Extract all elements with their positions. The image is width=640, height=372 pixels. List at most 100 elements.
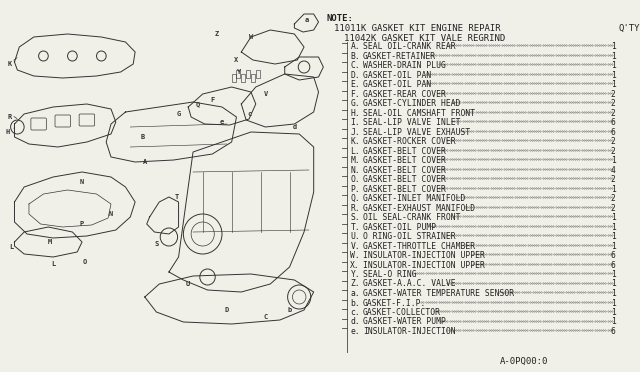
Text: B.: B. <box>350 51 360 61</box>
Text: B: B <box>141 134 145 140</box>
Text: N: N <box>109 211 113 217</box>
Text: P: P <box>80 221 84 227</box>
Text: INSULATOR-INJECTION UPPER: INSULATOR-INJECTION UPPER <box>363 260 484 269</box>
Text: NOTE:: NOTE: <box>326 14 353 23</box>
Text: L: L <box>10 244 13 250</box>
Text: a.: a. <box>350 289 360 298</box>
Text: T: T <box>175 194 179 200</box>
Text: 1: 1 <box>611 289 616 298</box>
Text: GASKET-WATER PUMP: GASKET-WATER PUMP <box>363 317 446 327</box>
Text: 2: 2 <box>611 203 616 212</box>
Text: A.: A. <box>350 42 360 51</box>
Text: X: X <box>234 57 239 63</box>
Text: M: M <box>48 239 52 245</box>
Text: GASKET-EXHAUST MANIFOLD: GASKET-EXHAUST MANIFOLD <box>363 203 475 212</box>
Text: O.: O. <box>350 175 360 184</box>
Text: 6: 6 <box>611 327 616 336</box>
Text: c.: c. <box>350 308 360 317</box>
Text: F: F <box>210 97 214 103</box>
Bar <box>236 70 241 78</box>
Text: d.: d. <box>350 317 360 327</box>
Text: GASKET-A.A.C. VALVE: GASKET-A.A.C. VALVE <box>363 279 456 289</box>
Text: 1: 1 <box>611 185 616 193</box>
Text: H: H <box>6 129 10 135</box>
Text: M.: M. <box>350 156 360 165</box>
Text: GASKET-OIL PUMP: GASKET-OIL PUMP <box>363 222 436 231</box>
Text: T.: T. <box>350 222 360 231</box>
Text: 1: 1 <box>611 213 616 222</box>
Text: 1: 1 <box>611 270 616 279</box>
Text: GASKET-OIL PAN: GASKET-OIL PAN <box>363 80 431 89</box>
Text: E.: E. <box>350 80 360 89</box>
Text: 2: 2 <box>611 137 616 146</box>
Text: GASKET-REAR COVER: GASKET-REAR COVER <box>363 90 446 99</box>
Text: N.: N. <box>350 166 360 174</box>
Text: OIL SEAL-CRANK FRONT: OIL SEAL-CRANK FRONT <box>363 213 460 222</box>
Text: GASKET-INLET MANIFOLD: GASKET-INLET MANIFOLD <box>363 194 465 203</box>
Text: SEAL OIL-CRANK REAR: SEAL OIL-CRANK REAR <box>363 42 456 51</box>
Text: 2: 2 <box>611 99 616 108</box>
Text: R.: R. <box>350 203 360 212</box>
Text: Q: Q <box>196 101 200 107</box>
Text: Y: Y <box>237 69 241 75</box>
Text: 2: 2 <box>611 147 616 155</box>
Text: WASHER-DRAIN PLUG: WASHER-DRAIN PLUG <box>363 61 446 70</box>
Text: GASKET-ROCKER COVER: GASKET-ROCKER COVER <box>363 137 456 146</box>
Text: SEAL-LIP VALVE EXHAUST: SEAL-LIP VALVE EXHAUST <box>363 128 470 137</box>
Text: GASKET-BELT COVER: GASKET-BELT COVER <box>363 166 446 174</box>
Text: X.: X. <box>350 260 360 269</box>
Bar <box>232 74 236 82</box>
Text: 1: 1 <box>611 298 616 308</box>
Text: 11042K GASKET KIT VALE REGRIND: 11042K GASKET KIT VALE REGRIND <box>344 34 505 43</box>
Text: V.: V. <box>350 241 360 250</box>
Text: I.: I. <box>350 118 360 127</box>
Text: GASKET-BELT COVER: GASKET-BELT COVER <box>363 156 446 165</box>
Text: GASKET-THROTTLE CHAMBER: GASKET-THROTTLE CHAMBER <box>363 241 475 250</box>
Text: 6: 6 <box>611 260 616 269</box>
Text: Y.: Y. <box>350 270 360 279</box>
Text: J.: J. <box>350 128 360 137</box>
Text: V: V <box>263 91 268 97</box>
Text: C: C <box>263 314 268 320</box>
Text: 2: 2 <box>611 109 616 118</box>
Text: 4: 4 <box>611 166 616 174</box>
Text: 1: 1 <box>611 156 616 165</box>
Text: SEAL-LIP VALVE INLET: SEAL-LIP VALVE INLET <box>363 118 460 127</box>
Text: 1: 1 <box>611 80 616 89</box>
Text: 6: 6 <box>611 118 616 127</box>
Text: GASKET-OIL PAN: GASKET-OIL PAN <box>363 71 431 80</box>
Text: GASKET-RETAINER: GASKET-RETAINER <box>363 51 436 61</box>
Text: 1: 1 <box>611 61 616 70</box>
Text: G: G <box>177 111 180 117</box>
Text: A: A <box>143 159 147 165</box>
Text: 2: 2 <box>611 175 616 184</box>
Text: O RING-OIL STRAINER: O RING-OIL STRAINER <box>363 232 456 241</box>
Text: 2: 2 <box>611 194 616 203</box>
Bar <box>241 74 245 82</box>
Text: 1: 1 <box>611 308 616 317</box>
Text: a: a <box>305 17 309 23</box>
Text: 1: 1 <box>611 241 616 250</box>
Text: W.: W. <box>350 251 360 260</box>
Text: 1: 1 <box>611 42 616 51</box>
Text: 1: 1 <box>611 317 616 327</box>
Text: 1: 1 <box>611 232 616 241</box>
Text: Q.: Q. <box>350 194 360 203</box>
Text: 6: 6 <box>611 251 616 260</box>
Text: L.: L. <box>350 147 360 155</box>
Text: GASKET-BELT COVER: GASKET-BELT COVER <box>363 175 446 184</box>
Text: K.: K. <box>350 137 360 146</box>
Text: 1: 1 <box>611 51 616 61</box>
Text: SEAL-O RING: SEAL-O RING <box>363 270 417 279</box>
Text: Q'TY: Q'TY <box>619 24 640 33</box>
Text: G.: G. <box>350 99 360 108</box>
Text: GASKET-WATER TEMPERATURE SENSOR: GASKET-WATER TEMPERATURE SENSOR <box>363 289 514 298</box>
Text: c: c <box>247 111 251 117</box>
Text: P.: P. <box>350 185 360 193</box>
Bar <box>256 70 260 78</box>
Text: e.: e. <box>350 327 360 336</box>
Text: 1: 1 <box>611 71 616 80</box>
Text: e: e <box>220 119 224 125</box>
Text: K: K <box>8 61 12 67</box>
Text: O: O <box>83 259 87 265</box>
